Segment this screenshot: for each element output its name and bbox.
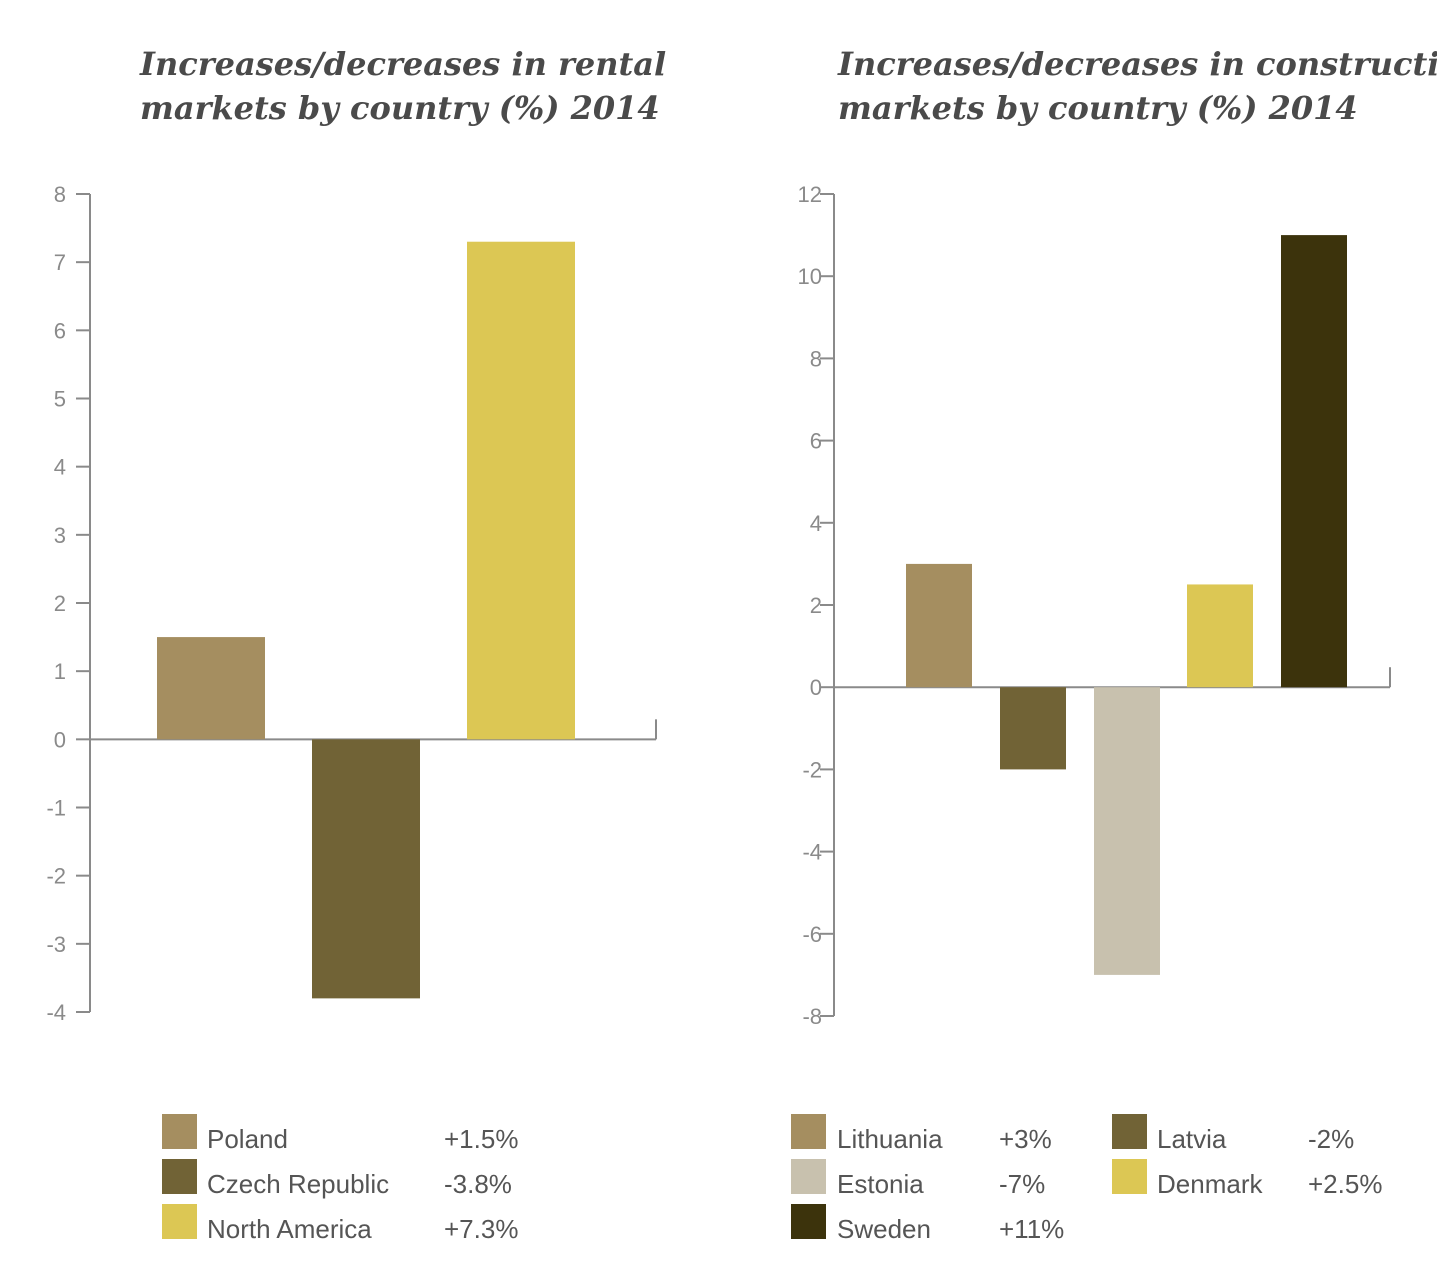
rental-y-tick-label: 6 xyxy=(54,318,66,343)
rental-chart-title: Increases/decreases in rental markets by… xyxy=(140,42,666,130)
construction-legend-swatch-latvia xyxy=(1112,1114,1147,1149)
rental-legend-label-north-america: North America xyxy=(207,1214,372,1244)
construction-bar-sweden xyxy=(1281,235,1347,688)
rental-y-tick-label: 1 xyxy=(54,659,66,684)
rental-legend-value-czech-republic: -3.8% xyxy=(444,1169,512,1199)
rental-chart-title-line-1: Increases/decreases in rental xyxy=(140,45,667,83)
construction-legend-value-sweden: +11% xyxy=(999,1214,1064,1244)
rental-legend-swatch-poland xyxy=(162,1114,197,1149)
construction-chart-title-line-1: Increases/decreases in construction xyxy=(838,45,1437,83)
construction-bar-latvia xyxy=(1000,687,1066,770)
rental-legend-value-north-america: +7.3% xyxy=(444,1214,518,1244)
rental-legend-swatch-czech-republic xyxy=(162,1159,197,1194)
construction-legend-swatch-estonia xyxy=(791,1159,826,1194)
rental-y-tick-label: -1 xyxy=(46,796,66,821)
construction-legend-label-sweden: Sweden xyxy=(837,1214,931,1244)
construction-legend-value-lithuania: +3% xyxy=(999,1124,1052,1154)
rental-bar-poland xyxy=(157,637,265,740)
construction-legend-value-estonia: -7% xyxy=(999,1169,1045,1199)
construction-y-tick-label: -8 xyxy=(802,1004,822,1029)
rental-y-tick-label: 2 xyxy=(54,591,66,616)
construction-legend-swatch-lithuania xyxy=(791,1114,826,1149)
rental-y-tick-label: -4 xyxy=(46,1000,66,1025)
construction-y-tick-label: 10 xyxy=(798,264,822,289)
construction-y-tick-label: 8 xyxy=(810,346,822,371)
rental-y-tick-label: 0 xyxy=(54,727,66,752)
construction-y-tick-label: 4 xyxy=(810,511,822,536)
rental-y-tick-label: 7 xyxy=(54,250,66,275)
rental-bar-czech-republic xyxy=(312,739,420,999)
rental-bar-north-america xyxy=(467,241,575,740)
construction-legend-label-estonia: Estonia xyxy=(837,1169,924,1199)
construction-y-tick-label: 0 xyxy=(810,675,822,700)
construction-bar-lithuania xyxy=(906,563,972,688)
construction-bar-estonia xyxy=(1094,687,1160,975)
rental-y-tick-label: -3 xyxy=(46,932,66,957)
construction-bar-denmark xyxy=(1187,584,1253,688)
construction-y-tick-label: 6 xyxy=(810,429,822,454)
construction-legend-swatch-sweden xyxy=(791,1204,826,1239)
construction-legend-label-lithuania: Lithuania xyxy=(837,1124,943,1154)
rental-y-tick-label: -2 xyxy=(46,864,66,889)
construction-y-tick-label: -6 xyxy=(802,922,822,947)
construction-chart-title: Increases/decreases in construction mark… xyxy=(838,42,1437,130)
construction-legend-label-denmark: Denmark xyxy=(1157,1169,1263,1199)
rental-y-tick-label: 4 xyxy=(54,455,66,480)
construction-legend-value-denmark: +2.5% xyxy=(1308,1169,1382,1199)
construction-legend-swatch-denmark xyxy=(1112,1159,1147,1194)
rental-legend-label-poland: Poland xyxy=(207,1124,288,1154)
rental-legend-label-czech-republic: Czech Republic xyxy=(207,1169,389,1199)
rental-y-tick-label: 8 xyxy=(54,182,66,207)
rental-chart-title-line-2: markets by country (%) 2014 xyxy=(140,89,660,127)
rental-y-tick-label: 3 xyxy=(54,523,66,548)
construction-legend-value-latvia: -2% xyxy=(1308,1124,1354,1154)
construction-y-tick-label: 12 xyxy=(798,182,822,207)
construction-y-tick-label: 2 xyxy=(810,593,822,618)
rental-legend-swatch-north-america xyxy=(162,1204,197,1239)
construction-y-tick-label: -4 xyxy=(802,840,822,865)
construction-y-tick-label: -2 xyxy=(802,757,822,782)
rental-legend-value-poland: +1.5% xyxy=(444,1124,518,1154)
rental-y-tick-label: 5 xyxy=(54,387,66,412)
construction-legend-label-latvia: Latvia xyxy=(1157,1124,1227,1154)
construction-chart-title-line-2: markets by country (%) 2014 xyxy=(838,89,1358,127)
